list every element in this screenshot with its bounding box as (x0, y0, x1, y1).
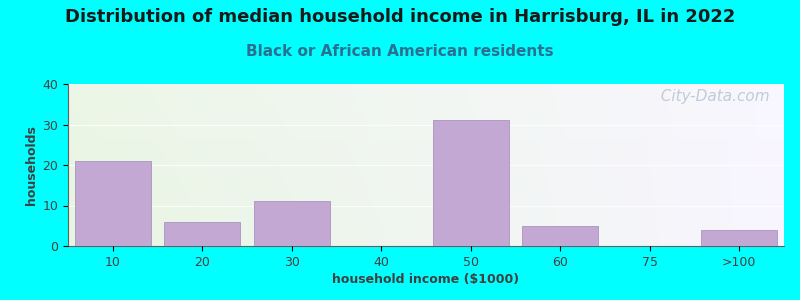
Text: Distribution of median household income in Harrisburg, IL in 2022: Distribution of median household income … (65, 8, 735, 26)
Text: Black or African American residents: Black or African American residents (246, 44, 554, 59)
Bar (164, 222, 240, 246)
Bar (522, 226, 598, 246)
Bar (74, 161, 150, 246)
X-axis label: household income ($1000): household income ($1000) (333, 273, 519, 286)
Y-axis label: households: households (26, 125, 38, 205)
Text: City-Data.com: City-Data.com (651, 89, 770, 104)
Bar (254, 202, 330, 246)
Bar (433, 120, 509, 246)
Bar (702, 230, 778, 246)
